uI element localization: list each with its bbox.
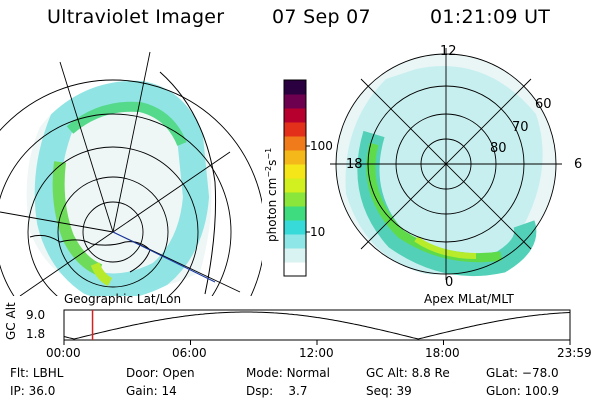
colorbar-stripe	[284, 122, 306, 137]
apex-mlt-12: 12	[440, 44, 457, 59]
color-scale-bar: 100 10 photon cm−2s−1	[262, 70, 333, 290]
geographic-image-panel	[0, 51, 262, 296]
timeline-xtick-1200: 12:00	[299, 346, 334, 360]
colorbar-stripe	[284, 94, 306, 109]
info-glat: GLat: −78.0	[486, 366, 559, 380]
app-title: Ultraviolet Imager	[47, 6, 225, 28]
info-filter: Flt: LBHL	[10, 366, 64, 380]
apex-image-panel	[330, 48, 562, 280]
info-mode: Mode: Normal	[246, 366, 330, 380]
apex-lat-70: 70	[512, 120, 529, 135]
colorbar-stripe	[284, 206, 306, 221]
info-dsp: Dsp: 3.7	[246, 384, 308, 398]
apex-mlt-18: 18	[346, 157, 363, 172]
apex-lat-80: 80	[490, 141, 507, 156]
timeline-xtick-1800: 18:00	[425, 346, 460, 360]
apex-mlt-6: 6	[574, 157, 583, 172]
colorbar-stripe	[284, 164, 306, 179]
colorbar-tick-100: 100	[310, 139, 333, 153]
colorbar-unit-label: photon cm−2s−1	[264, 147, 279, 242]
info-glon: GLon: 100.9	[486, 384, 559, 398]
date-label: 07 Sep 07	[272, 6, 371, 28]
orbit-altitude-timeline	[63, 309, 571, 345]
info-gc-alt: GC Alt: 8.8 Re	[366, 366, 450, 380]
geographic-panel-label: Geographic Lat/Lon	[64, 292, 182, 306]
apex-panel-label: Apex MLat/MLT	[424, 292, 514, 306]
apex-lat-60: 60	[535, 97, 552, 112]
timeline-ytick-high: 9.0	[26, 308, 46, 322]
colorbar-stripe	[284, 220, 306, 235]
timeline-xtick-2359: 23:59	[557, 346, 592, 360]
info-ip: IP: 36.0	[10, 384, 56, 398]
colorbar-stripe	[284, 80, 306, 95]
colorbar-stripe	[284, 108, 306, 123]
info-door: Door: Open	[126, 366, 195, 380]
colorbar-stripe	[284, 234, 306, 249]
colorbar-tick-10: 10	[310, 225, 326, 239]
colorbar-stripe	[284, 248, 306, 263]
timeline-ylabel: GC Alt	[4, 302, 18, 340]
timeline-xtick-0000: 00:00	[46, 346, 81, 360]
apex-mlt-0: 0	[445, 275, 454, 290]
info-seq: Seq: 39	[366, 384, 412, 398]
colorbar-stripe	[284, 262, 306, 277]
info-gain: Gain: 14	[126, 384, 177, 398]
timeline-xtick-0600: 06:00	[172, 346, 207, 360]
timeline-ytick-low: 1.8	[26, 327, 46, 341]
colorbar-stripe	[284, 150, 306, 165]
colorbar-stripe	[284, 192, 306, 207]
colorbar-stripe	[284, 136, 306, 151]
colorbar-stripe	[284, 178, 306, 193]
time-label: 01:21:09 UT	[430, 6, 551, 28]
